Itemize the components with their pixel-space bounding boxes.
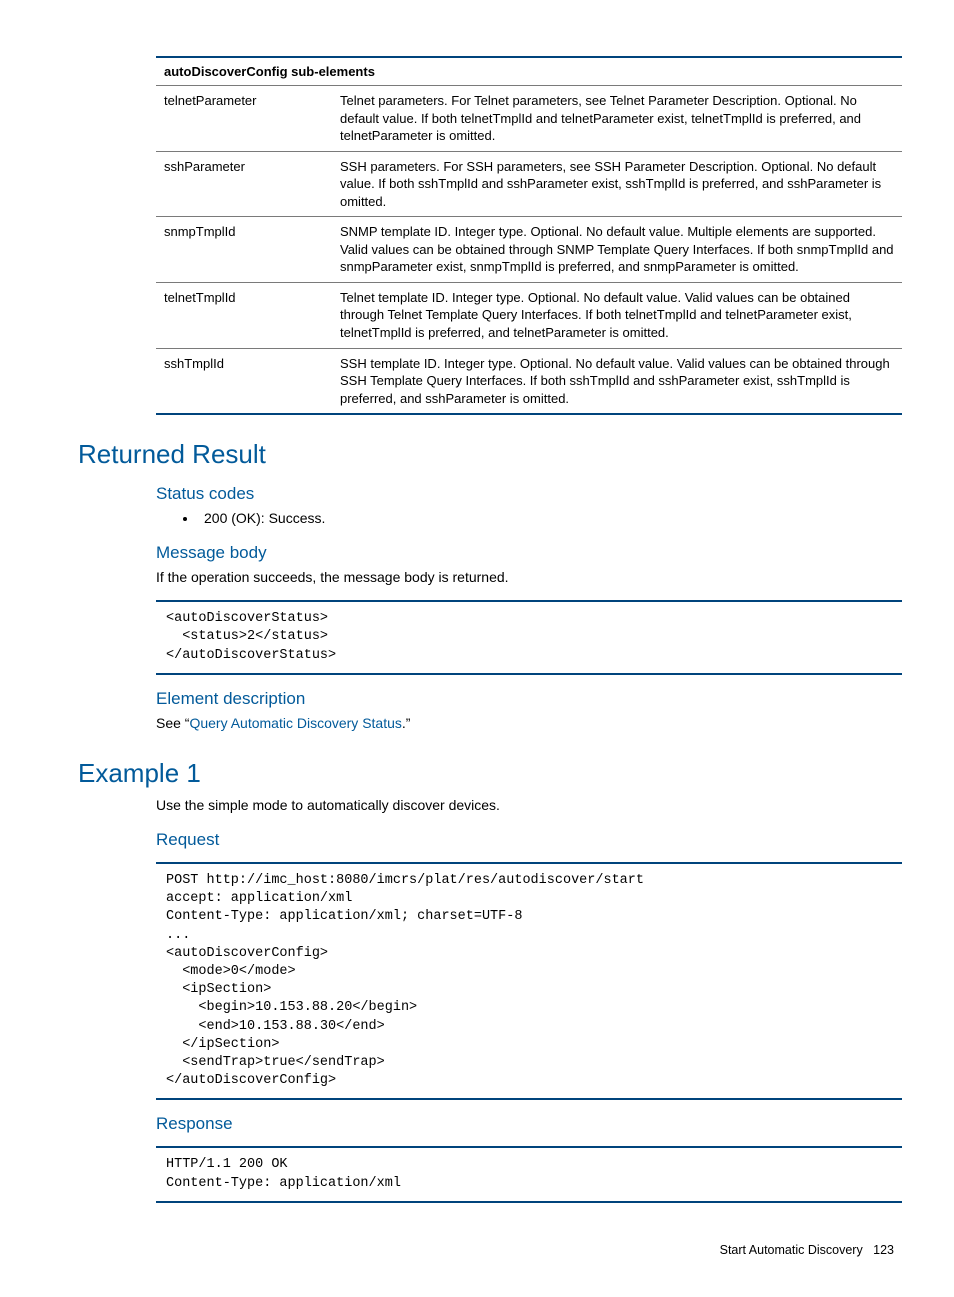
response-heading: Response	[156, 1114, 894, 1134]
example1-text: Use the simple mode to automatically dis…	[156, 795, 894, 816]
page-footer: Start Automatic Discovery 123	[78, 1243, 894, 1257]
query-status-link[interactable]: Query Automatic Discovery Status	[189, 715, 401, 731]
status-codes-list: 200 (OK): Success.	[156, 508, 894, 529]
code-block-request: POST http://imc_host:8080/imcrs/plat/res…	[156, 862, 902, 1101]
status-code-item: 200 (OK): Success.	[198, 508, 894, 529]
table-row: sshTmplId SSH template ID. Integer type.…	[156, 348, 902, 414]
table-row: telnetParameter Telnet parameters. For T…	[156, 86, 902, 152]
sub-elements-table: autoDiscoverConfig sub-elements telnetPa…	[156, 56, 902, 415]
code-block-status: <autoDiscoverStatus> <status>2</status> …	[156, 600, 902, 675]
param-name: telnetTmplId	[156, 282, 332, 348]
text-pre: See “	[156, 715, 189, 731]
footer-label: Start Automatic Discovery	[720, 1243, 863, 1257]
table-header: autoDiscoverConfig sub-elements	[156, 57, 902, 86]
param-desc: SSH parameters. For SSH parameters, see …	[332, 151, 902, 217]
message-body-heading: Message body	[156, 543, 894, 563]
element-description-text: See “Query Automatic Discovery Status.”	[156, 713, 894, 734]
param-desc: Telnet template ID. Integer type. Option…	[332, 282, 902, 348]
element-description-heading: Element description	[156, 689, 894, 709]
example1-heading: Example 1	[78, 758, 894, 789]
param-name: sshTmplId	[156, 348, 332, 414]
param-name: telnetParameter	[156, 86, 332, 152]
status-codes-heading: Status codes	[156, 484, 894, 504]
param-desc: Telnet parameters. For Telnet parameters…	[332, 86, 902, 152]
footer-page: 123	[873, 1243, 894, 1257]
param-name: snmpTmplId	[156, 217, 332, 283]
returned-result-heading: Returned Result	[78, 439, 894, 470]
param-desc: SSH template ID. Integer type. Optional.…	[332, 348, 902, 414]
text-post: .”	[402, 715, 411, 731]
message-body-text: If the operation succeeds, the message b…	[156, 567, 894, 588]
param-name: sshParameter	[156, 151, 332, 217]
table-row: sshParameter SSH parameters. For SSH par…	[156, 151, 902, 217]
code-block-response: HTTP/1.1 200 OK Content-Type: applicatio…	[156, 1146, 902, 1202]
request-heading: Request	[156, 830, 894, 850]
table-row: snmpTmplId SNMP template ID. Integer typ…	[156, 217, 902, 283]
param-desc: SNMP template ID. Integer type. Optional…	[332, 217, 902, 283]
table-row: telnetTmplId Telnet template ID. Integer…	[156, 282, 902, 348]
